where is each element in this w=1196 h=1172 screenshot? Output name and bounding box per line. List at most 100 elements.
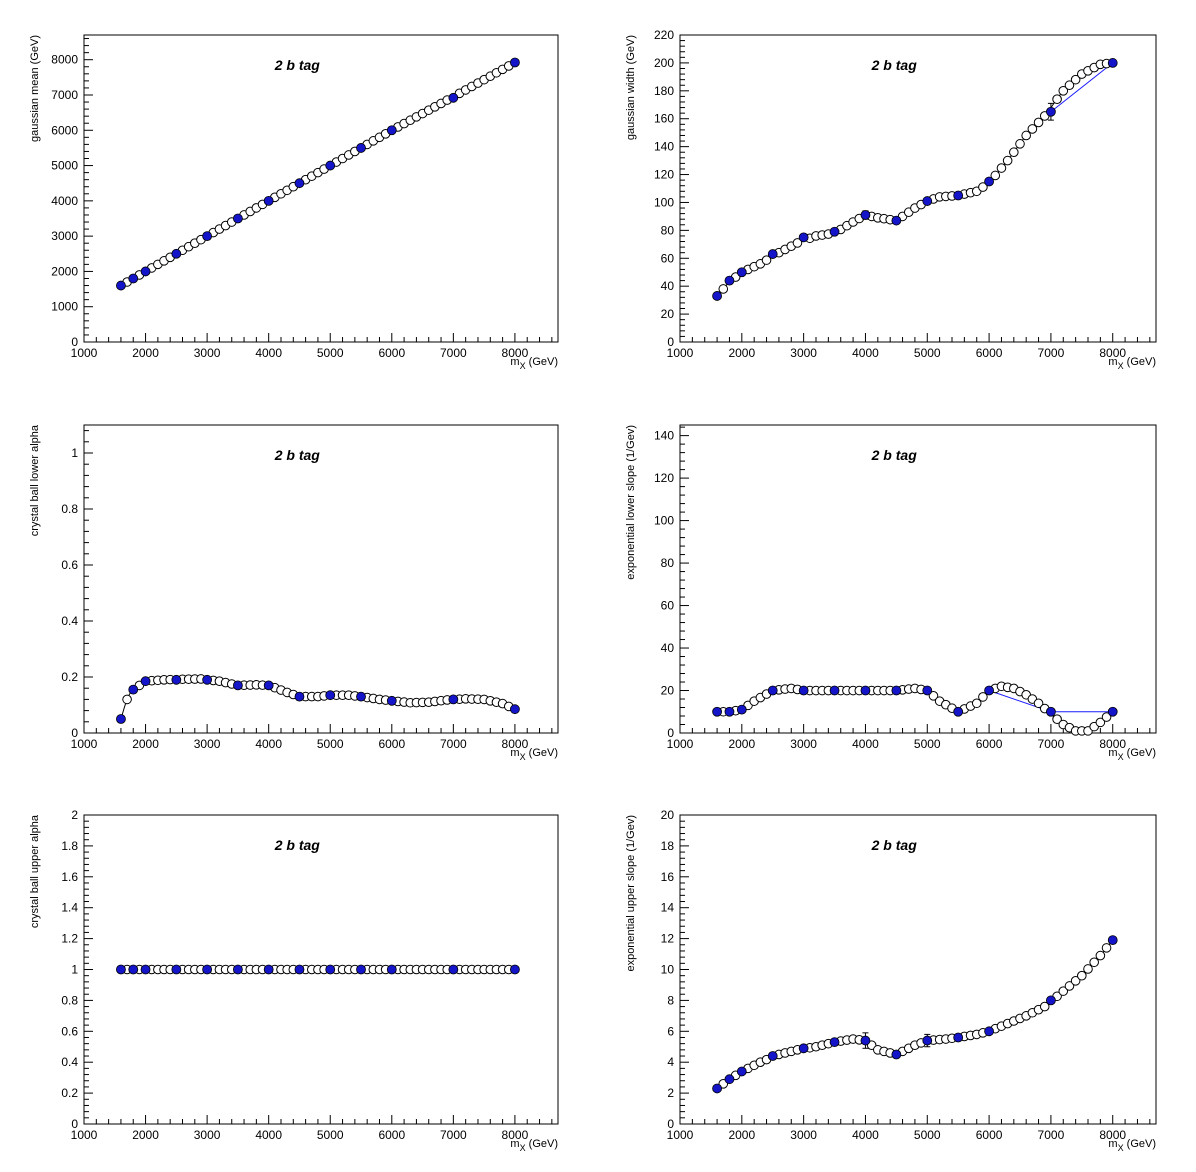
y-axis-title: crystal ball lower alpha: [29, 424, 41, 536]
y-tick-label: 0.8: [61, 993, 78, 1007]
y-tick-label: 0.2: [61, 670, 78, 684]
panel-title: 2 b tag: [274, 57, 321, 73]
y-tick-label: 6: [667, 1024, 674, 1038]
y-tick-label: 18: [661, 839, 675, 853]
interpolated-point: [1077, 970, 1087, 981]
x-tick-label: 6000: [378, 1128, 405, 1142]
interpolated-point: [1009, 147, 1019, 158]
y-tick-label: 20: [661, 808, 675, 822]
mass-point: [953, 706, 964, 717]
mass-point: [356, 691, 366, 702]
x-tick-label: 8000: [1099, 346, 1126, 360]
y-tick-label: 200: [654, 56, 674, 70]
mass-point: [767, 249, 778, 259]
panel-title: 2 b tag: [871, 837, 918, 853]
mass-point: [736, 267, 747, 278]
panel-title: 2 b tag: [274, 837, 321, 853]
mass-point: [128, 273, 139, 284]
y-axis-title: gaussian width (GeV): [625, 35, 637, 140]
x-axis-title: mX (GeV): [1108, 747, 1156, 762]
x-tick-label: 4000: [255, 737, 282, 751]
mass-point: [860, 685, 871, 696]
mass-point: [386, 964, 397, 975]
mass-point: [798, 685, 809, 696]
interpolated-point: [1064, 981, 1075, 991]
y-tick-label: 0.4: [61, 1055, 78, 1069]
interpolated-point: [122, 694, 132, 705]
mass-point: [140, 964, 151, 975]
mass-point: [356, 964, 366, 975]
interpolated-point: [971, 698, 982, 709]
mass-point: [510, 57, 520, 68]
interpolated-point: [1058, 86, 1069, 96]
mass-point: [232, 964, 243, 975]
interpolated-point: [1089, 957, 1099, 968]
mass-point: [386, 125, 397, 136]
plot-frame: [83, 34, 559, 343]
x-tick-label: 5000: [317, 1128, 344, 1142]
y-tick-label: 2: [667, 1086, 674, 1100]
y-tick-label: 5000: [51, 159, 78, 173]
mass-point: [202, 964, 213, 975]
x-tick-label: 7000: [440, 737, 467, 751]
mass-point: [712, 706, 722, 717]
y-tick-label: 180: [654, 84, 674, 98]
interpolated-point: [996, 163, 1007, 173]
mass-point: [767, 685, 778, 696]
mass-point: [128, 684, 139, 695]
mass-point: [860, 1035, 871, 1046]
plot-frame: [679, 424, 1157, 734]
x-axis-title: mX (GeV): [1108, 356, 1156, 371]
mass-point: [984, 685, 994, 696]
mass-point: [140, 676, 151, 687]
mass-point: [448, 964, 459, 975]
mass-point: [325, 964, 336, 975]
mass-point: [891, 215, 902, 226]
x-tick-label: 6000: [378, 346, 405, 360]
y-tick-label: 0: [667, 1117, 674, 1131]
mass-point: [294, 691, 305, 702]
interpolated-point: [978, 182, 988, 192]
interpolated-point: [1021, 130, 1031, 141]
y-tick-label: 0: [667, 335, 674, 349]
chart-panel-6: 1000 2000 3000 4000 5000 6000 7000 8000 0 2 4 6 8 10 1…: [625, 808, 1157, 1153]
mass-point: [984, 1026, 994, 1037]
fit-line: [1050, 62, 1114, 113]
mass-point: [325, 690, 336, 701]
chart-panel-3: 1000 2000 3000 4000 5000 6000 7000 8000 0 0.2 0.4 0…: [29, 424, 559, 762]
y-axis-title: exponential upper slope (1/Gev): [625, 815, 637, 972]
interpolated-point: [1033, 117, 1044, 128]
x-tick-label: 1000: [71, 737, 98, 751]
y-tick-label: 0: [71, 726, 78, 740]
y-tick-label: 1000: [51, 300, 78, 314]
y-tick-label: 0.6: [61, 558, 78, 572]
x-tick-label: 2000: [132, 1128, 159, 1142]
x-tick-label: 7000: [1038, 737, 1065, 751]
x-tick-label: 3000: [790, 1128, 817, 1142]
x-tick-label: 1000: [667, 346, 694, 360]
mass-point: [724, 275, 735, 286]
y-tick-label: 120: [654, 471, 674, 485]
x-tick-label: 2000: [728, 1128, 755, 1142]
chart-panel-5: 1000 2000 3000 4000 5000 6000 7000 8000 0 0.2 0.4 0…: [29, 808, 559, 1153]
x-tick-label: 1000: [667, 1128, 694, 1142]
x-tick-label: 4000: [852, 346, 879, 360]
mass-point: [1107, 58, 1118, 68]
y-tick-label: 4: [667, 1055, 674, 1069]
interpolated-point: [1064, 80, 1075, 91]
mass-point: [448, 694, 459, 705]
x-tick-label: 2000: [132, 737, 159, 751]
interpolation-curve: [716, 939, 1114, 1089]
mass-point: [171, 964, 182, 975]
mass-point: [294, 964, 305, 975]
x-axis-title: mX (GeV): [510, 356, 558, 371]
mass-point: [171, 248, 182, 259]
mass-point: [829, 685, 840, 696]
mass-point: [116, 714, 126, 724]
interpolated-point: [1002, 155, 1013, 166]
y-tick-label: 16: [661, 870, 675, 884]
y-tick-label: 80: [661, 556, 675, 570]
mass-point: [510, 704, 520, 715]
y-tick-label: 1: [71, 963, 78, 977]
mass-point: [140, 266, 151, 277]
